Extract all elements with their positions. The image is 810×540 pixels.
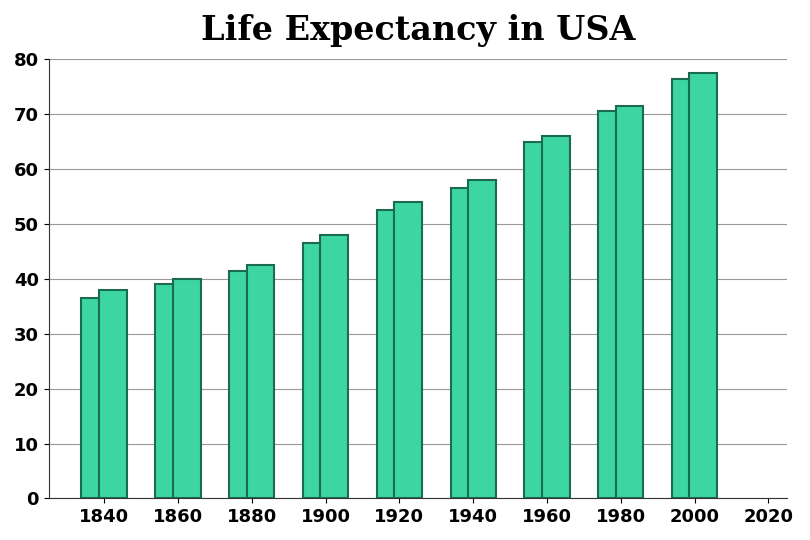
Bar (468, 180, 496, 498)
Bar (394, 202, 422, 498)
Bar (156, 285, 183, 498)
Bar (450, 188, 478, 498)
Bar (173, 279, 201, 498)
Bar (672, 78, 700, 498)
Bar (229, 271, 257, 498)
Bar (99, 290, 126, 498)
Bar (303, 243, 330, 498)
Bar (598, 111, 626, 498)
Bar (246, 265, 275, 498)
Bar (321, 235, 348, 498)
Bar (524, 141, 552, 498)
Bar (542, 136, 569, 498)
Bar (82, 298, 109, 498)
Title: Life Expectancy in USA: Life Expectancy in USA (201, 14, 635, 47)
Bar (616, 106, 643, 498)
Bar (377, 210, 404, 498)
Bar (689, 73, 717, 498)
